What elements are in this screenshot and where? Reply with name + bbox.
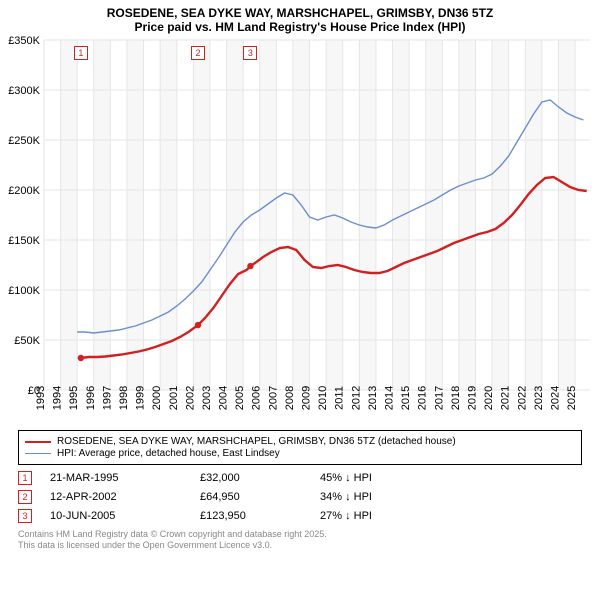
marker-point bbox=[195, 322, 201, 328]
chart-marker-1: 1 bbox=[74, 46, 88, 60]
x-tick-label: 1997 bbox=[101, 386, 113, 410]
footer-line1: Contains HM Land Registry data © Crown c… bbox=[18, 529, 582, 540]
x-tick-label: 2023 bbox=[533, 386, 545, 410]
transaction-date: 10-JUN-2005 bbox=[50, 510, 200, 522]
x-tick-label: 2018 bbox=[450, 386, 462, 410]
transaction-marker: 3 bbox=[18, 509, 32, 523]
y-tick-label: £150K bbox=[8, 235, 40, 247]
x-tick-label: 2009 bbox=[301, 386, 313, 410]
legend-label: HPI: Average price, detached house, East… bbox=[57, 448, 280, 459]
page-root: ROSEDENE, SEA DYKE WAY, MARSHCHAPEL, GRI… bbox=[0, 0, 600, 590]
chart-svg: £0£50K£100K£150K£200K£250K£300K£350K1993… bbox=[0, 36, 600, 426]
x-tick-label: 2016 bbox=[417, 386, 429, 410]
y-tick-label: £250K bbox=[8, 135, 40, 147]
x-tick-label: 1998 bbox=[118, 386, 130, 410]
chart-area: £0£50K£100K£150K£200K£250K£300K£350K1993… bbox=[0, 36, 600, 426]
x-tick-label: 2000 bbox=[151, 386, 163, 410]
transactions-table: 1 21-MAR-1995£32,00045% ↓ HPI 2 12-APR-2002… bbox=[18, 471, 582, 523]
title-line1: ROSEDENE, SEA DYKE WAY, MARSHCHAPEL, GRI… bbox=[8, 6, 592, 20]
x-tick-label: 2022 bbox=[516, 386, 528, 410]
x-tick-label: 2001 bbox=[168, 386, 180, 410]
chart-title-block: ROSEDENE, SEA DYKE WAY, MARSHCHAPEL, GRI… bbox=[0, 0, 600, 36]
transaction-delta: 45% ↓ HPI bbox=[320, 472, 372, 484]
x-tick-label: 2017 bbox=[433, 386, 445, 410]
x-tick-label: 2014 bbox=[384, 386, 396, 410]
footer-line2: This data is licensed under the Open Gov… bbox=[18, 540, 582, 551]
transaction-price: £64,950 bbox=[200, 491, 320, 503]
x-tick-label: 2020 bbox=[483, 386, 495, 410]
x-tick-label: 1993 bbox=[35, 386, 47, 410]
legend-swatch bbox=[25, 453, 51, 454]
y-tick-label: £100K bbox=[8, 285, 40, 297]
transaction-row: 3 10-JUN-2005£123,95027% ↓ HPI bbox=[18, 509, 582, 523]
legend-label: ROSEDENE, SEA DYKE WAY, MARSHCHAPEL, GRI… bbox=[57, 436, 456, 447]
legend-item: HPI: Average price, detached house, East… bbox=[25, 448, 575, 459]
x-tick-label: 2008 bbox=[284, 386, 296, 410]
x-tick-label: 2003 bbox=[201, 386, 213, 410]
x-tick-label: 2005 bbox=[234, 386, 246, 410]
footer-attribution: Contains HM Land Registry data © Crown c… bbox=[18, 529, 582, 552]
transaction-marker: 2 bbox=[18, 490, 32, 504]
transaction-delta: 27% ↓ HPI bbox=[320, 510, 372, 522]
x-tick-label: 2021 bbox=[500, 386, 512, 410]
title-line2: Price paid vs. HM Land Registry's House … bbox=[8, 20, 592, 34]
chart-marker-2: 2 bbox=[191, 46, 205, 60]
x-tick-label: 1994 bbox=[52, 386, 64, 410]
x-tick-label: 2025 bbox=[566, 386, 578, 410]
transaction-date: 21-MAR-1995 bbox=[50, 472, 200, 484]
x-tick-label: 2019 bbox=[466, 386, 478, 410]
transaction-price: £123,950 bbox=[200, 510, 320, 522]
x-tick-label: 2007 bbox=[267, 386, 279, 410]
x-tick-label: 2015 bbox=[400, 386, 412, 410]
x-tick-label: 2013 bbox=[367, 386, 379, 410]
legend: ROSEDENE, SEA DYKE WAY, MARSHCHAPEL, GRI… bbox=[18, 430, 582, 465]
y-tick-label: £300K bbox=[8, 85, 40, 97]
x-tick-label: 2011 bbox=[334, 386, 346, 410]
marker-point bbox=[78, 355, 84, 361]
transaction-marker: 1 bbox=[18, 471, 32, 485]
x-tick-label: 2004 bbox=[218, 386, 230, 410]
x-tick-label: 1999 bbox=[135, 386, 147, 410]
x-tick-label: 2010 bbox=[317, 386, 329, 410]
y-tick-label: £200K bbox=[8, 185, 40, 197]
x-tick-label: 1996 bbox=[85, 386, 97, 410]
transaction-row: 1 21-MAR-1995£32,00045% ↓ HPI bbox=[18, 471, 582, 485]
y-tick-label: £50K bbox=[14, 335, 40, 347]
marker-point bbox=[247, 263, 253, 269]
y-tick-label: £350K bbox=[8, 36, 40, 47]
x-tick-label: 1995 bbox=[68, 386, 80, 410]
legend-swatch bbox=[25, 441, 51, 443]
transaction-price: £32,000 bbox=[200, 472, 320, 484]
chart-marker-3: 3 bbox=[243, 46, 257, 60]
transaction-delta: 34% ↓ HPI bbox=[320, 491, 372, 503]
legend-item: ROSEDENE, SEA DYKE WAY, MARSHCHAPEL, GRI… bbox=[25, 436, 575, 447]
x-tick-label: 2002 bbox=[184, 386, 196, 410]
transaction-row: 2 12-APR-2002£64,95034% ↓ HPI bbox=[18, 490, 582, 504]
x-tick-label: 2012 bbox=[350, 386, 362, 410]
transaction-date: 12-APR-2002 bbox=[50, 491, 200, 503]
x-tick-label: 2024 bbox=[549, 386, 561, 410]
x-tick-label: 2006 bbox=[251, 386, 263, 410]
